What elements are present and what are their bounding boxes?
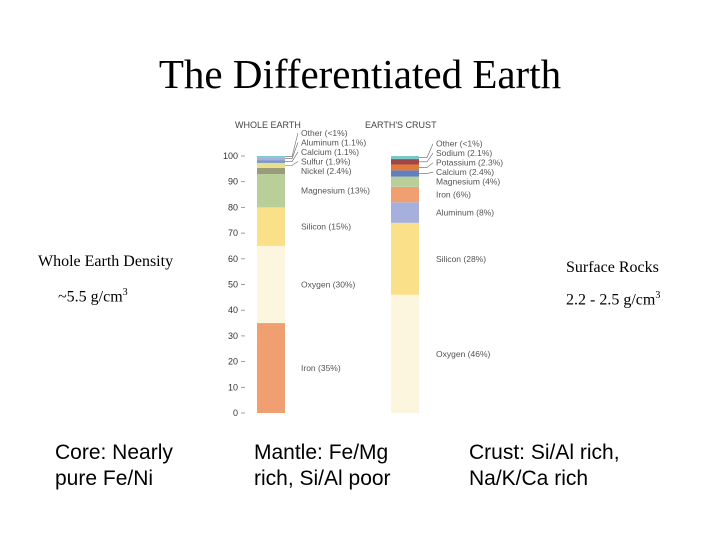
bar-segment-silicon-15: [257, 207, 285, 246]
leader-line: [419, 153, 434, 163]
bar-segment-silicon-28: [391, 222, 419, 295]
leader-line: [419, 162, 434, 168]
segment-label-sulfur-1-9: Sulfur (1.9%): [301, 156, 351, 166]
leader-line: [419, 143, 434, 158]
y-tick-label: 90: [228, 177, 238, 187]
segment-label-iron-35: Iron (35%): [301, 363, 341, 373]
surface-rocks-density-value: 2.2 - 2.5 g/cm3: [566, 290, 661, 309]
bar-segment-iron-35: [257, 323, 285, 413]
segment-label-magnesium-4: Magnesium (4%): [436, 177, 500, 187]
whole-earth-density-value: ~5.5 g/cm3: [58, 287, 128, 306]
y-tick-label: 60: [228, 254, 238, 264]
y-tick-label: 100: [223, 151, 238, 161]
y-tick-label: 30: [228, 331, 238, 341]
segment-label-other-1: Other (<1%): [301, 128, 348, 138]
bar-segment-magnesium-13: [257, 173, 285, 208]
segment-label-sodium-2-1: Sodium (2.1%): [436, 148, 492, 158]
bar-segment-other-1: [391, 156, 419, 160]
y-tick-label: 20: [228, 357, 238, 367]
y-tick-label: 80: [228, 202, 238, 212]
segment-label-other-1: Other (<1%): [436, 139, 483, 149]
bar-segment-nickel-2-4: [257, 167, 285, 174]
segment-label-calcium-2-4: Calcium (2.4%): [436, 167, 494, 177]
leader-line: [285, 151, 299, 162]
leader-line: [285, 142, 299, 159]
bar-segment-other-1: [257, 156, 285, 158]
y-tick-label: 70: [228, 228, 238, 238]
segment-label-aluminum-8: Aluminum (8%): [436, 208, 494, 218]
bar-segment-calcium-1-1: [257, 160, 285, 163]
segment-label-potassium-2-3: Potassium (2.3%): [436, 158, 503, 168]
slide-title: The Differentiated Earth: [158, 51, 562, 97]
segment-label-silicon-28: Silicon (28%): [436, 254, 486, 264]
y-tick-label: 40: [228, 305, 238, 315]
bar-segment-magnesium-4: [391, 176, 419, 187]
core-caption: Core: Nearly pure Fe/Ni: [55, 441, 173, 490]
segment-label-nickel-2-4: Nickel (2.4%): [301, 166, 352, 176]
segment-label-silicon-15: Silicon (15%): [301, 222, 351, 232]
leader-line: [285, 161, 299, 166]
whole-earth-density-label: Whole Earth Density: [38, 253, 174, 270]
leader-line: [285, 132, 299, 157]
segment-label-oxygen-30: Oxygen (30%): [301, 280, 355, 290]
bar-segment-calcium-2-4: [391, 170, 419, 177]
column-header-earth-s-crust: EARTH'S CRUST: [365, 120, 437, 130]
segment-label-iron-6: Iron (6%): [436, 190, 471, 200]
bar-segment-aluminum-1-1: [257, 157, 285, 161]
bar-segment-sodium-2-1: [391, 159, 419, 165]
y-tick-label: 0: [233, 408, 238, 418]
segment-label-aluminum-1-1: Aluminum (1.1%): [301, 137, 366, 147]
leader-line: [419, 171, 434, 174]
bar-segment-sulfur-1-9: [257, 162, 285, 168]
segment-label-oxygen-46: Oxygen (46%): [436, 349, 490, 359]
bar-segment-iron-6: [391, 186, 419, 203]
y-tick-label: 10: [228, 382, 238, 392]
column-header-whole-earth: WHOLE EARTH: [235, 120, 301, 130]
bar-segment-oxygen-30: [257, 245, 285, 324]
segment-label-magnesium-13: Magnesium (13%): [301, 186, 370, 196]
bar-segment-aluminum-8: [391, 202, 419, 223]
mantle-caption: Mantle: Fe/Mg rich, Si/Al poor: [254, 441, 391, 490]
y-tick-label: 50: [228, 280, 238, 290]
surface-rocks-label: Surface Rocks: [566, 259, 659, 276]
bar-segment-potassium-2-3: [391, 164, 419, 171]
segment-label-calcium-1-1: Calcium (1.1%): [301, 147, 359, 157]
bar-segment-oxygen-46: [391, 294, 419, 413]
crust-caption: Crust: Si/Al rich, Na/K/Ca rich: [469, 441, 620, 490]
